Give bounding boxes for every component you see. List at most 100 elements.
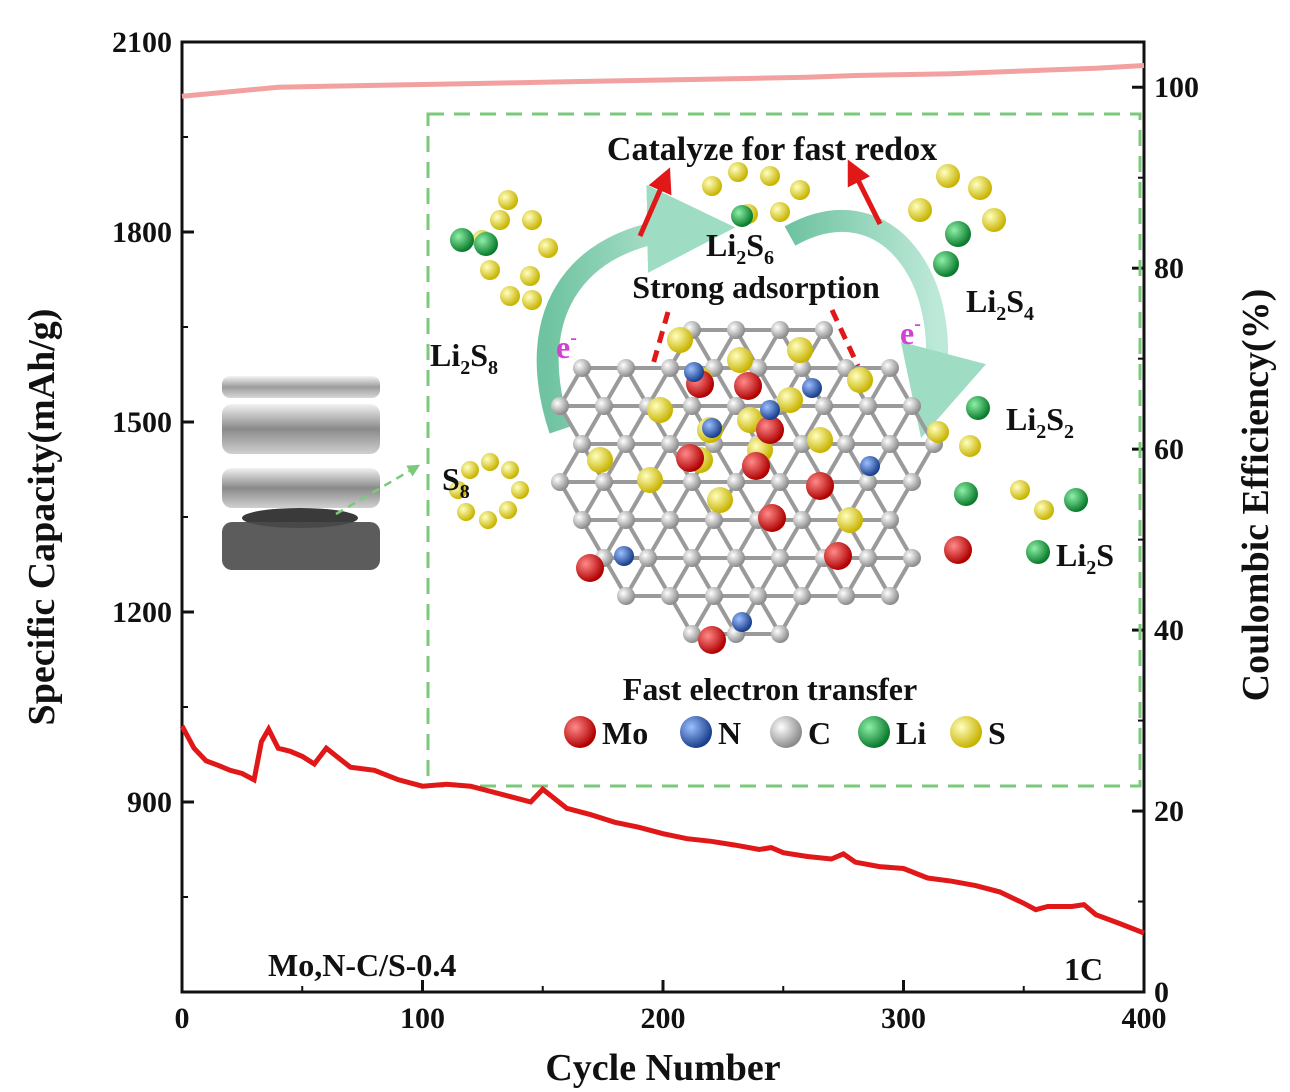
carbon-atom <box>727 549 745 567</box>
carbon-atom <box>749 359 767 377</box>
x-tick-label: 300 <box>881 1002 926 1035</box>
sulfur-atom <box>968 176 992 200</box>
carbon-atom <box>881 435 899 453</box>
carbon-atom <box>573 511 591 529</box>
rate-label: 1C <box>1064 951 1103 987</box>
sulfur-atom <box>807 427 833 453</box>
carbon-atom <box>617 511 635 529</box>
sulfur-atom <box>538 238 558 258</box>
y-right-tick-label: 40 <box>1154 614 1184 647</box>
carbon-atom <box>903 549 921 567</box>
lithium-atom <box>945 221 971 247</box>
lithium-atom <box>731 205 753 227</box>
n-atom <box>760 400 780 420</box>
carbon-atom <box>793 511 811 529</box>
legend-label-c: C <box>808 715 831 751</box>
element-legend: Mo N C Li S <box>564 715 1006 751</box>
carbon-atom <box>771 321 789 339</box>
mo-atom <box>758 504 786 532</box>
sulfur-atom <box>490 210 510 230</box>
carbon-atom <box>661 511 679 529</box>
y-left-tick-label: 2100 <box>112 26 172 59</box>
carbon-atom <box>573 359 591 377</box>
carbon-atom <box>859 397 877 415</box>
sulfur-atom <box>501 461 519 479</box>
species-s8: S8 <box>442 461 470 503</box>
species-li2s8: Li2S8 <box>430 337 498 379</box>
lithium-atom <box>1026 540 1050 564</box>
lithium-atom <box>1064 488 1088 512</box>
inset-title: Catalyze for fast redox <box>607 131 937 168</box>
sulfur-atom <box>777 387 803 413</box>
lithium-atom <box>954 482 978 506</box>
carbon-atom <box>903 397 921 415</box>
carbon-atom <box>793 435 811 453</box>
y-right-tick-label: 20 <box>1154 795 1184 828</box>
carbon-atom <box>595 473 613 491</box>
sulfur-atom <box>522 210 542 230</box>
y-right-axis-title: Coulombic Efficiency(%) <box>1235 289 1277 702</box>
carbon-atom <box>727 397 745 415</box>
carbon-atom <box>595 397 613 415</box>
carbon-atom <box>793 587 811 605</box>
mo-atom <box>756 416 784 444</box>
carbon-atom <box>551 473 569 491</box>
carbon-atom <box>815 397 833 415</box>
electron-label-left: e- <box>556 327 577 365</box>
legend-swatch-s <box>950 716 982 748</box>
carbon-atom <box>683 397 701 415</box>
sulfur-atom <box>637 467 663 493</box>
carbon-atom <box>771 549 789 567</box>
lithium-atom <box>474 232 498 256</box>
lithium-atom <box>450 228 474 252</box>
sulfur-atom <box>760 166 780 186</box>
legend-swatch-mo <box>564 716 596 748</box>
mo-atom <box>676 444 704 472</box>
sulfur-atom <box>837 507 863 533</box>
sulfur-atom <box>522 290 542 310</box>
legend-swatch-li <box>858 716 890 748</box>
carbon-atom <box>661 587 679 605</box>
carbon-atom <box>661 435 679 453</box>
carbon-atom <box>727 321 745 339</box>
y-left-axis-title: Specific Capacity(mAh/g) <box>21 309 63 726</box>
y-right-tick-label: 60 <box>1154 433 1184 466</box>
n-atom <box>860 456 880 476</box>
n-atom <box>684 362 704 382</box>
sample-label: Mo,N-C/S-0.4 <box>268 947 456 983</box>
coulombic-efficiency-line <box>181 63 1145 99</box>
sulfur-atom <box>1010 480 1030 500</box>
adsorption-label: Strong adsorption <box>632 269 880 305</box>
sulfur-atom <box>728 162 748 182</box>
y-left-tick-label: 900 <box>127 786 172 819</box>
carbon-atom <box>815 321 833 339</box>
svg-text:e-: e- <box>900 313 921 351</box>
sulfur-atom <box>702 176 722 196</box>
sulfur-atom <box>707 487 733 513</box>
x-axis-title: Cycle Number <box>545 1047 780 1089</box>
sulfur-atom <box>587 447 613 473</box>
y-right-tick-label: 0 <box>1154 976 1169 1009</box>
y-right-tick-label: 100 <box>1154 71 1199 104</box>
lithium-atom <box>966 396 990 420</box>
molecule-structure <box>449 162 1088 654</box>
x-tick-label: 100 <box>400 1002 445 1035</box>
sulfur-atom <box>787 337 813 363</box>
carbon-atom <box>617 435 635 453</box>
electron-label-right: e- <box>900 313 921 351</box>
conversion-arcs <box>536 184 986 439</box>
mo-atom <box>824 542 852 570</box>
legend-label-mo: Mo <box>602 715 648 751</box>
species-li2s4: Li2S4 <box>966 283 1034 325</box>
mo-atom <box>576 554 604 582</box>
sulfur-atom <box>790 180 810 200</box>
sulfur-atom <box>479 511 497 529</box>
catalysis-arrows <box>637 159 883 369</box>
sulfur-atom <box>959 435 981 457</box>
legend-swatch-c <box>770 716 802 748</box>
mo-atom <box>698 626 726 654</box>
sulfur-atom <box>927 421 949 443</box>
sulfur-atom <box>449 481 467 499</box>
legend-swatch-n <box>680 716 712 748</box>
y-right-tick-label: 80 <box>1154 252 1184 285</box>
